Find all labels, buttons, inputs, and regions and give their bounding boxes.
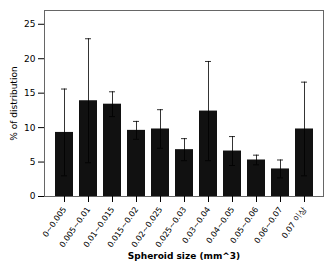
svg-text:0.025~0.03: 0.025~0.03: [153, 205, 189, 250]
svg-text:0.07 이상: 0.07 이상: [280, 205, 308, 240]
svg-text:0~0.005: 0~0.005: [41, 205, 69, 239]
svg-text:0.05~0.06: 0.05~0.06: [228, 205, 261, 246]
svg-text:0.02~0.025: 0.02~0.025: [129, 205, 165, 250]
svg-text:25: 25: [24, 19, 35, 29]
svg-text:0.005~0.01: 0.005~0.01: [57, 205, 93, 250]
svg-text:0.01~0.015: 0.01~0.015: [81, 205, 117, 250]
svg-text:0.015~0.02: 0.015~0.02: [105, 205, 141, 250]
svg-text:Spheroid size (mm^3): Spheroid size (mm^3): [128, 251, 240, 261]
svg-text:0.03~0.04: 0.03~0.04: [180, 205, 213, 246]
svg-text:0.06~0.07: 0.06~0.07: [253, 205, 285, 245]
svg-text:% of distribution: % of distribution: [9, 66, 19, 140]
svg-text:0: 0: [30, 191, 36, 201]
svg-text:20: 20: [24, 54, 36, 64]
svg-text:0.04~0.05: 0.04~0.05: [204, 205, 237, 246]
svg-text:5: 5: [30, 157, 36, 167]
svg-text:10: 10: [24, 122, 36, 132]
svg-text:15: 15: [24, 88, 35, 98]
